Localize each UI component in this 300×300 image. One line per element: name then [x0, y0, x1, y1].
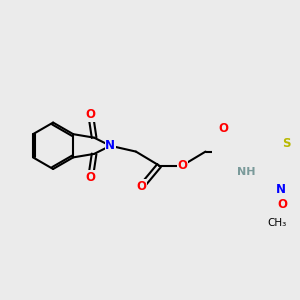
Text: O: O: [137, 180, 147, 193]
Text: O: O: [177, 159, 187, 172]
Text: NH: NH: [237, 167, 255, 178]
Text: CH₃: CH₃: [268, 218, 287, 228]
Text: O: O: [277, 198, 287, 211]
Text: S: S: [283, 137, 291, 150]
Text: O: O: [85, 108, 96, 121]
Text: N: N: [276, 183, 286, 196]
Text: O: O: [85, 171, 96, 184]
Text: N: N: [105, 139, 116, 152]
Text: O: O: [218, 122, 228, 135]
